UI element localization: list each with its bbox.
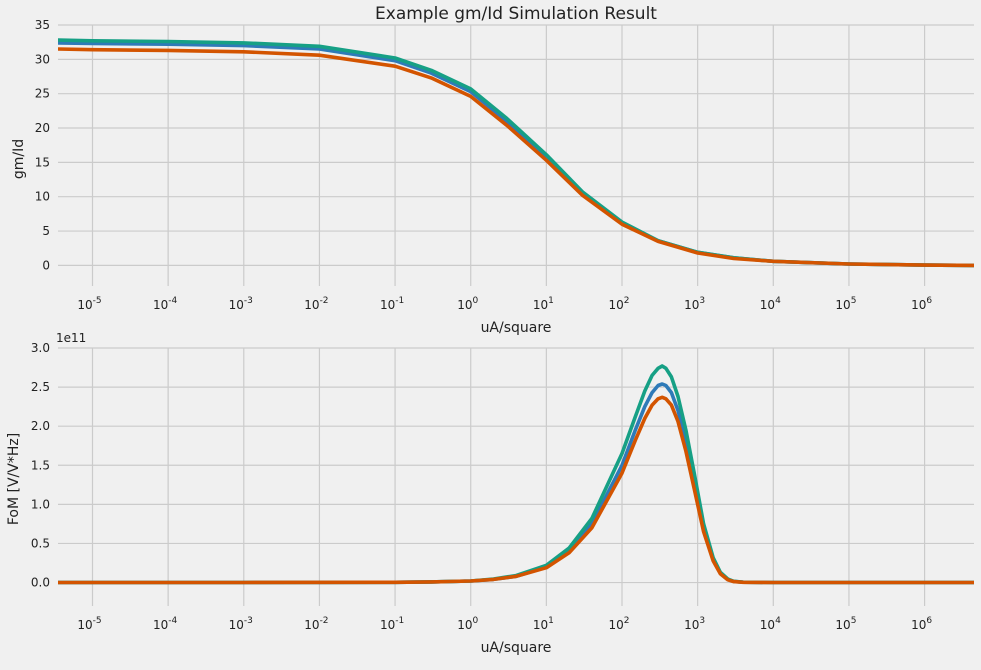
x-tick-label: 10-1 xyxy=(380,296,404,312)
x-tick-label: 105 xyxy=(835,296,856,312)
series-lines xyxy=(58,38,974,268)
y-tick-label: 3.0 xyxy=(31,341,50,355)
x-tick-label: 101 xyxy=(533,616,554,632)
y-tick-labels: 0 5 10 15 20 25 30 35 xyxy=(35,18,50,272)
x-tick-label: 103 xyxy=(684,616,705,632)
series-line-1 xyxy=(58,382,974,585)
x-tick-label: 10-5 xyxy=(77,616,101,632)
series-line-3 xyxy=(58,395,974,585)
x-tick-label: 103 xyxy=(684,296,705,312)
x-tick-label: 10-2 xyxy=(304,296,328,312)
series-line-1 xyxy=(58,41,974,268)
x-tick-label: 100 xyxy=(457,616,478,632)
x-tick-label: 105 xyxy=(835,616,856,632)
panel-fom: FoM [V/V*Hz] uA/square 1e11 0.0 0.5 1.0 1.5… xyxy=(6,331,974,656)
x-tick-label: 104 xyxy=(760,296,781,312)
grid-lines xyxy=(58,347,974,606)
y-tick-label: 0.5 xyxy=(31,536,50,550)
y-tick-label: 20 xyxy=(35,121,50,135)
x-tick-labels: 10-5 10-4 10-3 10-2 10-1 100 101 102 103 104 105 10… xyxy=(77,296,932,312)
y-axis-label-gm-id: gm/Id xyxy=(11,139,27,179)
y-tick-label: 1.0 xyxy=(31,497,50,511)
x-tick-label: 10-1 xyxy=(380,616,404,632)
y-tick-label: 2.5 xyxy=(31,380,50,394)
x-tick-label: 10-4 xyxy=(153,616,178,632)
y-tick-label: 15 xyxy=(35,155,50,169)
x-tick-label: 10-5 xyxy=(77,296,101,312)
series-line-3 xyxy=(58,47,974,268)
x-tick-label: 10-3 xyxy=(229,616,253,632)
x-axis-label-top: uA/square xyxy=(481,320,552,336)
x-axis-label-bottom: uA/square xyxy=(481,640,552,656)
x-tick-label: 10-4 xyxy=(153,296,178,312)
x-tick-label: 100 xyxy=(457,296,478,312)
series-line-2 xyxy=(58,364,974,585)
y-tick-label: 30 xyxy=(35,52,50,66)
y-axis-label-fom: FoM [V/V*Hz] xyxy=(6,433,22,525)
x-tick-labels: 10-5 10-4 10-3 10-2 10-1 100 101 102 103 104 105 10… xyxy=(77,616,932,632)
x-tick-label: 106 xyxy=(911,616,932,632)
y-multiplier-label: 1e11 xyxy=(56,331,86,345)
x-tick-label: 102 xyxy=(608,616,629,632)
grid-lines xyxy=(58,24,974,286)
x-tick-label: 10-2 xyxy=(304,616,328,632)
figure-title: Example gm/Id Simulation Result xyxy=(375,4,657,24)
x-tick-label: 104 xyxy=(760,616,781,632)
y-tick-labels: 0.0 0.5 1.0 1.5 2.0 2.5 3.0 xyxy=(31,341,50,590)
y-tick-label: 2.0 xyxy=(31,419,50,433)
x-tick-label: 101 xyxy=(533,296,554,312)
y-tick-label: 25 xyxy=(35,87,50,101)
y-tick-label: 0.0 xyxy=(31,576,50,590)
y-tick-label: 1.5 xyxy=(31,458,50,472)
x-tick-label: 102 xyxy=(608,296,629,312)
y-tick-label: 0 xyxy=(42,258,50,272)
x-tick-label: 106 xyxy=(911,296,932,312)
series-lines xyxy=(58,364,974,585)
y-tick-label: 5 xyxy=(42,224,50,238)
x-tick-label: 10-3 xyxy=(229,296,253,312)
y-tick-label: 35 xyxy=(35,18,50,32)
y-tick-label: 10 xyxy=(35,190,50,204)
